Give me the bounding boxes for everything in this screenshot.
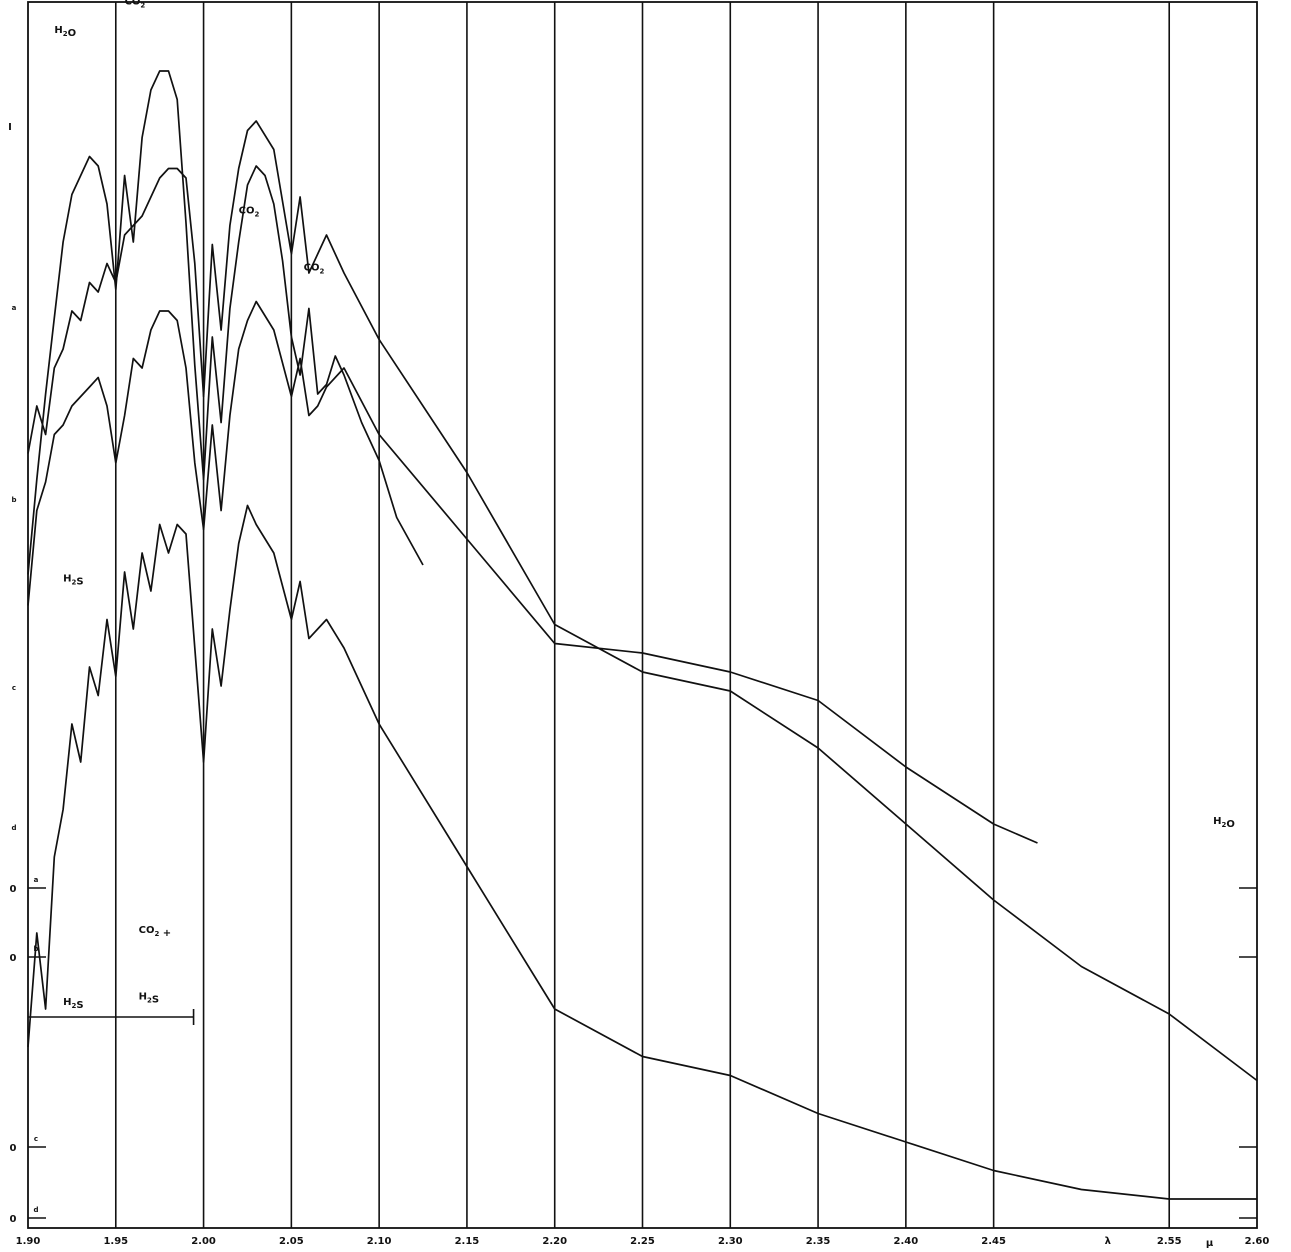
- zero-label-d: 0: [10, 1214, 17, 1225]
- band-annotation: CO2: [304, 263, 325, 276]
- x-tick-label: 2.60: [1245, 1236, 1270, 1247]
- band-annotation: H2S: [139, 992, 159, 1006]
- zero-label-a: 0: [10, 884, 17, 895]
- spectrum-trace-d: [27, 504, 1257, 1200]
- chart-labels: 1.90 1.95 2.00 2.05 2.10 2.15 2.20 2.25 2.30 2.35…: [8, 0, 1269, 1249]
- spectrum-trace-a: [27, 70, 424, 575]
- band-annotation: H2O: [1213, 816, 1235, 830]
- band-annotation: CO2 +: [139, 925, 172, 939]
- x-tick-label: 2.05: [279, 1236, 304, 1247]
- x-tick-label: 1.90: [16, 1236, 41, 1247]
- zero-label-b: 0: [10, 953, 17, 964]
- side-label-a: a: [12, 304, 17, 312]
- x-tick-label: 2.10: [367, 1236, 392, 1247]
- band-annotation: H2S: [63, 574, 83, 588]
- x-tick-label: 2.00: [191, 1236, 216, 1247]
- y-axis-label: I: [8, 122, 12, 133]
- side-label-b: b: [11, 496, 16, 504]
- spectrum-traces: [27, 70, 1258, 1200]
- spectrum-trace-c: [27, 120, 1258, 1082]
- x-tick-label: 2.25: [630, 1236, 655, 1247]
- x-tick-label: 2.40: [894, 1236, 919, 1247]
- x-tick-label: 2.15: [455, 1236, 480, 1247]
- h2s-range-label: H2S: [63, 997, 83, 1011]
- x-tick-label: 2.30: [718, 1236, 743, 1247]
- band-annotation: H2O: [54, 25, 76, 39]
- side-label-d: d: [11, 824, 16, 832]
- wavelength-gridlines: [114, 2, 1171, 1228]
- baseline-letter-c: c: [34, 1135, 38, 1143]
- baseline-letter-b: b: [33, 945, 38, 953]
- x-tick-label: 2.20: [542, 1236, 567, 1247]
- spectrum-trace-b: [27, 300, 1038, 844]
- x-tick-label: 2.35: [806, 1236, 831, 1247]
- band-annotation: CO2: [125, 0, 146, 10]
- x-axis-unit: μ: [1206, 1238, 1214, 1249]
- band-annotation: CO2: [239, 206, 260, 219]
- baseline-letter-d: d: [33, 1206, 38, 1214]
- baseline-letter-a: a: [34, 876, 39, 884]
- x-tick-label: 2.55: [1157, 1236, 1182, 1247]
- side-label-c: c: [12, 684, 16, 692]
- zero-label-c: 0: [10, 1143, 17, 1154]
- x-tick-label: 2.45: [981, 1236, 1006, 1247]
- x-axis-symbol: λ: [1105, 1236, 1112, 1247]
- x-tick-label: 1.95: [103, 1236, 128, 1247]
